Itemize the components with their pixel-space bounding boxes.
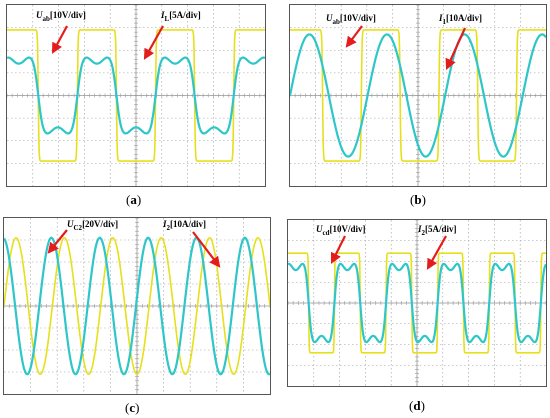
scope-grid — [7, 5, 265, 186]
caption-a: (a) — [126, 192, 142, 207]
voltage-trace-c — [4, 236, 270, 376]
scope-screen-c — [3, 217, 271, 395]
annotation-voltage-c: UC2[20V/div] — [67, 219, 119, 232]
voltage-trace-a — [7, 29, 265, 162]
waveform-plot-d — [288, 220, 546, 386]
scope-grid — [288, 220, 546, 386]
scope-grid — [290, 5, 546, 186]
annotation-current-a: IL[5A/div] — [161, 10, 201, 23]
waveform-plot-c — [4, 218, 270, 394]
current-trace-a — [7, 56, 265, 135]
scope-screen-a — [6, 4, 266, 187]
caption-b: (b) — [410, 192, 426, 207]
caption-c: (c) — [125, 400, 140, 415]
annotation-voltage-a: Uab[10V/div] — [36, 10, 86, 23]
voltage-trace-b — [290, 29, 546, 162]
annotation-voltage-b: Uab[10V/div] — [326, 13, 376, 26]
current-trace-b — [290, 33, 546, 158]
annotation-current-b: I1[10A/div] — [439, 13, 483, 26]
caption-d: (d) — [409, 398, 425, 413]
voltage-trace-d — [288, 252, 546, 354]
waveform-plot-b — [290, 5, 546, 186]
scope-screen-b — [289, 4, 547, 187]
annotation-current-d: I2[5A/div] — [418, 224, 457, 237]
current-trace-d — [288, 262, 546, 344]
scope-screen-d — [287, 219, 547, 387]
annotation-current-c: I2[10A/div] — [163, 219, 207, 232]
waveform-plot-a — [7, 5, 265, 186]
annotation-voltage-d: Ucd[10V/div] — [316, 224, 366, 237]
